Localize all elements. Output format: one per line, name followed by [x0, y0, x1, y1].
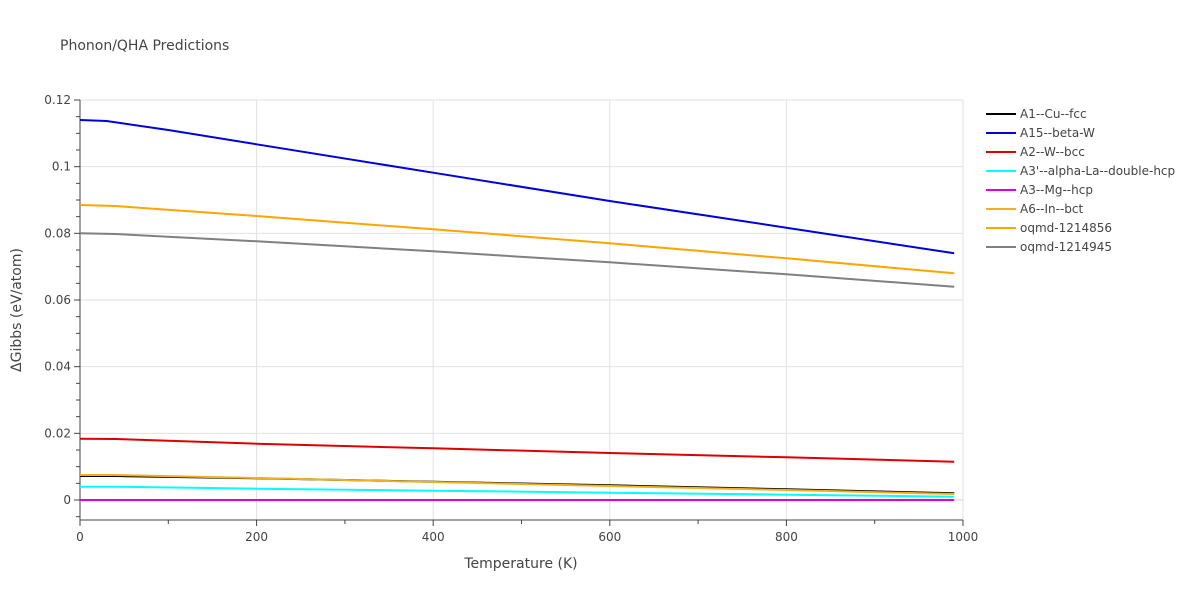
x-tick-label: 200 [245, 530, 268, 544]
legend-label: oqmd-1214856 [1020, 221, 1112, 235]
legend-item[interactable]: oqmd-1214856 [986, 221, 1112, 235]
legend-item[interactable]: A2--W--bcc [986, 145, 1085, 159]
y-tick-label: 0.12 [44, 93, 71, 107]
legend-label: A3'--alpha-La--double-hcp [1020, 164, 1175, 178]
y-tick-labels: 0 0.02 0.04 0.06 0.08 0.1 0.12 [44, 93, 71, 507]
legend-label: A2--W--bcc [1020, 145, 1085, 159]
legend-item[interactable]: A3--Mg--hcp [986, 183, 1093, 197]
legend-label: A1--Cu--fcc [1020, 107, 1087, 121]
legend-item[interactable]: A3'--alpha-La--double-hcp [986, 164, 1175, 178]
x-tick-label: 1000 [948, 530, 979, 544]
x-tick-label: 0 [76, 530, 84, 544]
series-lines [79, 119, 955, 501]
legend: A1--Cu--fcc A15--beta-W A2--W--bcc A3'--alp… [986, 107, 1175, 254]
legend-item[interactable]: A15--beta-W [986, 126, 1095, 140]
y-tick-label: 0.06 [44, 293, 71, 307]
series-line-a6-in-bct [80, 474, 955, 495]
x-tick-label: 600 [598, 530, 621, 544]
series-line-oqmd-1214856 [79, 204, 955, 275]
y-tick-label: 0.02 [44, 426, 71, 440]
chart-title: Phonon/QHA Predictions [60, 38, 229, 54]
y-tick-label: 0 [63, 493, 71, 507]
legend-label: oqmd-1214945 [1020, 240, 1112, 254]
series-line-a3-alpha-la-double-hcp [80, 485, 955, 498]
y-axis-title: ΔGibbs (eV/atom) [9, 248, 25, 372]
legend-label: A6--In--bct [1020, 202, 1084, 216]
legend-label: A3--Mg--hcp [1020, 183, 1093, 197]
y-tick-label: 0.08 [44, 226, 71, 240]
x-tick-label: 400 [422, 530, 445, 544]
x-tick-label: 800 [775, 530, 798, 544]
legend-label: A15--beta-W [1020, 126, 1095, 140]
x-tick-labels: 0 200 400 600 800 1000 [76, 530, 978, 544]
legend-item[interactable]: oqmd-1214945 [986, 240, 1112, 254]
y-tick-label: 0.04 [44, 360, 71, 374]
series-line-a2-w-bcc [79, 437, 955, 463]
axes [74, 99, 964, 526]
x-axis-title: Temperature (K) [463, 556, 577, 572]
y-tick-label: 0.1 [52, 160, 71, 174]
series-line-a15-beta-w [79, 119, 955, 255]
series-line-oqmd-1214945 [79, 232, 955, 288]
legend-item[interactable]: A1--Cu--fcc [986, 107, 1087, 121]
grid [80, 99, 964, 520]
legend-item[interactable]: A6--In--bct [986, 202, 1084, 216]
